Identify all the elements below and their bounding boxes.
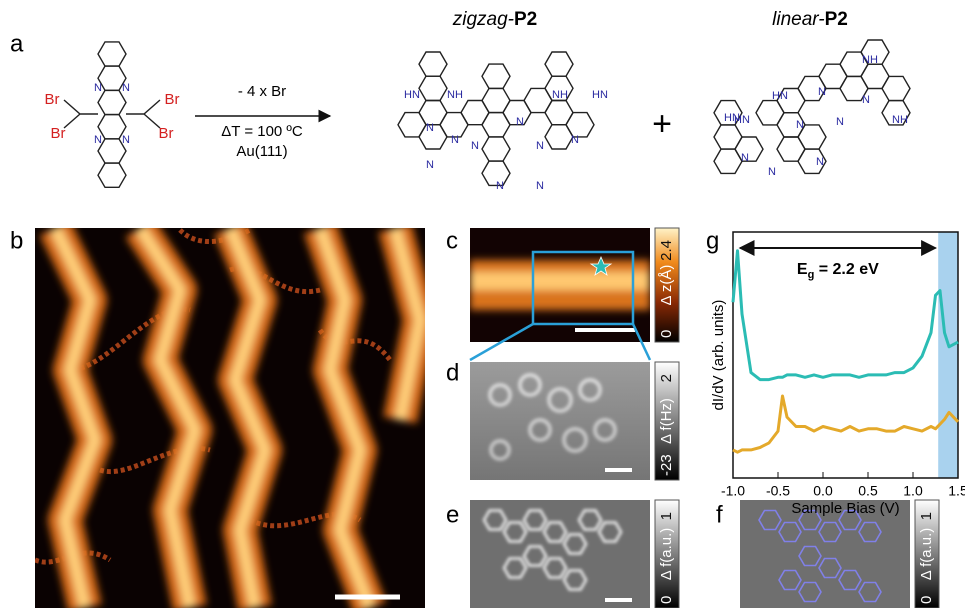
atom-label: N [768,166,776,178]
stm-image [470,228,650,342]
colorbar-quantity: Δ f(a.u.) [658,528,675,581]
atom-label: N [536,140,544,152]
x-tick-label: -0.5 [766,483,790,499]
colorbar-max: 1 [658,512,675,520]
figure: a - 4 x Br ΔT = 100 ºC Au(111) + zigzag-… [0,0,965,608]
atom-label: N [516,116,524,128]
atom-label: N [471,140,479,152]
atom-label: NH [552,89,568,101]
panel-label: e [446,501,459,528]
atom-label: Br [165,91,180,108]
colorbar-max: 2.4 [658,240,675,261]
stm-image [35,228,425,608]
atom-label: Br [51,125,66,142]
atom-label: NH [892,114,908,126]
colorbar-max: 1 [918,512,935,520]
atom-label: N [741,152,749,164]
annotation-rest: = 2.2 eV [814,261,879,278]
panel-label: f [716,501,723,528]
atom-label: HN [592,89,608,101]
atom-label: N [122,82,130,94]
colorbar-min: -23 [658,454,675,476]
ring [735,137,763,161]
ring [98,90,126,114]
atom-label: NH [447,89,463,101]
panel-label: d [446,359,459,386]
atom-label: N [816,156,824,168]
atom-label: N [94,82,102,94]
annotation-main: E [797,261,808,278]
atom-label: N [818,86,826,98]
ring [419,52,447,76]
atom-label: N [426,122,434,134]
afm-image [470,500,650,608]
spectrum-line [733,396,958,452]
product-title: zigzag-P2 [452,9,538,30]
x-tick-label: 1.5 [948,483,965,499]
atom-label: HN [772,90,788,102]
ring [482,64,510,88]
ring [419,76,447,100]
atom-label: NH [862,54,878,66]
atom-label: N [536,180,544,192]
annotation: Eg = 2.2 eV [797,261,879,281]
atom-label: HN [404,89,420,101]
panel-label: b [10,227,23,254]
colorbar-max: 2 [658,374,675,382]
atom-label: N [862,94,870,106]
ring [545,52,573,76]
title-bold: P2 [514,9,537,30]
y-axis-label: dI/dV (arb. units) [710,300,727,411]
panel-label: g [706,227,719,254]
plus-sign: + [652,105,672,143]
annotation-sub: g [808,269,815,281]
colorbar-min: 0 [658,330,675,338]
atom-label: HN [734,114,750,126]
colorbar-quantity: Δ f(a.u.) [918,528,935,581]
x-tick-label: -1.0 [721,483,745,499]
ring [98,42,126,66]
product-title: linear-P2 [772,9,848,30]
atom-label: Br [45,91,60,108]
atom-label: N [94,134,102,146]
atom-label: N [451,134,459,146]
x-tick-label: 0.5 [858,483,878,499]
ring [882,76,910,100]
x-axis-label: Sample Bias (V) [791,500,899,517]
colorbar-quantity: Δ f(Hz) [658,398,675,444]
atom-label: N [426,159,434,171]
afm-image [470,362,650,480]
condition: ΔT = 100 ºC [221,123,303,140]
condition: Au(111) [236,143,287,160]
x-tick-label: 0.0 [813,483,833,499]
atom-label: N [836,116,844,128]
ring [482,137,510,161]
atom-label: N [496,180,504,192]
chart: -1.0 -0.5 0.0 0.5 1.0 1.5 Sample Bias (V) dI/dV… [710,232,965,517]
colorbar-min: 0 [658,596,675,604]
ring [545,125,573,149]
colorbar-quantity: Δ z(Å) [658,265,675,306]
shaded-band [938,232,958,478]
colorbar-min: 0 [918,596,935,604]
title-prefix: zigzag- [452,9,514,30]
panel-label: c [446,227,458,254]
x-tick-label: 1.0 [903,483,923,499]
panel-label: a [10,30,24,57]
atom-label: N [122,134,130,146]
title-bold: P2 [825,9,848,30]
atom-label: Br [159,125,174,142]
ring [98,163,126,187]
condition: - 4 x Br [238,83,286,100]
title-prefix: linear- [772,9,824,30]
atom-label: N [571,134,579,146]
atom-label: N [796,119,804,131]
